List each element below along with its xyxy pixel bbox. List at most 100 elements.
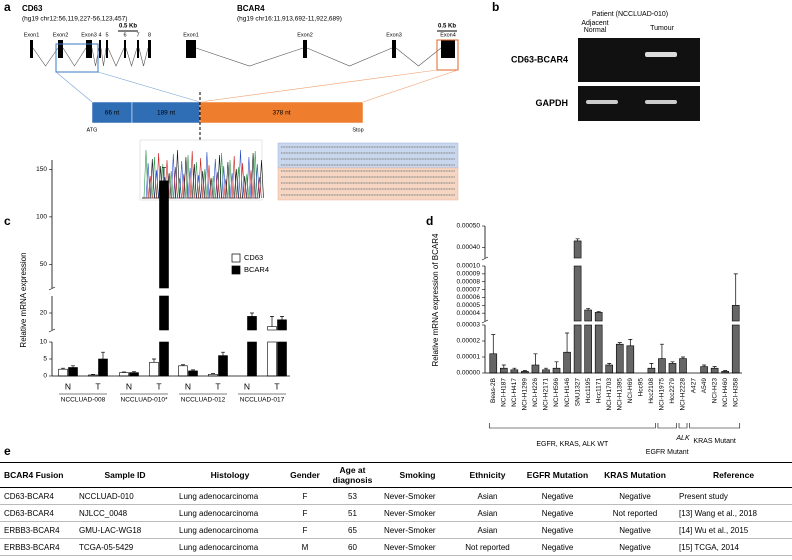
bar [247,316,257,331]
error-bar [554,361,559,369]
error-bar [122,371,126,373]
intron [125,47,138,68]
column-header: BCAR4 Fusion [0,462,75,488]
error-bar [61,367,65,370]
gene-coords: (hg19 chr12:56,119,227-56,123,457) [22,16,127,23]
error-bar [191,369,195,371]
intron [62,47,87,67]
error-bar [152,358,156,363]
header-row: BCAR4 Fusion Sample ID Histology Gender Age … [0,462,792,488]
table-cell: TCGA-05-5429 [75,538,175,556]
bar [267,341,277,377]
panel-letter: e [4,444,11,458]
x-tick-label: NCI-H146 [564,378,571,407]
error-bar [181,364,185,366]
column-header: Histology [175,462,285,488]
error-bar [501,364,506,369]
y-tick-label: 0.00005 [457,302,481,309]
bar [159,295,169,331]
x-tick-label: N [185,381,191,391]
error-bar [723,370,728,372]
error-bar [522,370,527,372]
legend-swatch [231,253,241,263]
y-tick-label: 0.00010 [457,263,481,270]
column-header: KRAS Mutation [595,462,675,488]
error-bar [712,366,717,369]
x-tick-label: NCI-H1975 [659,378,666,411]
error-bar [250,312,254,317]
bar [552,367,561,374]
bar [542,369,550,374]
exon [392,40,396,58]
bar [594,312,603,322]
table-cell: Not reported [455,538,520,556]
bar [615,343,624,374]
y-tick-label: 10 [40,339,48,346]
panel-letter: d [426,214,433,228]
x-tick-label: Hcc95 [638,378,645,397]
exon [58,40,63,58]
bar [188,370,198,377]
column-header: Reference [675,462,792,488]
x-tick-label: NCI-H417 [511,378,518,407]
bar [700,366,708,374]
table-cell: [14] Wu et al., 2015 [675,521,792,539]
exon [186,40,196,58]
exon-label: Exon3 [386,32,402,38]
x-tick-label: A549 [701,378,708,394]
error-bar [162,167,166,181]
table-cell: Negative [595,521,675,539]
legend-label: BCAR4 [244,265,269,274]
group-bracket [488,423,656,429]
y-tick-label: 0.00003 [457,322,481,329]
bar [710,367,719,374]
x-tick-label: T [274,381,279,391]
x-tick-label: Hcc1171 [595,378,602,404]
x-tick-label: T [215,381,220,391]
legend-label: CD63 [244,253,263,262]
panel-letter: a [4,0,11,14]
y-tick-label: 0.00006 [457,294,481,301]
bar [277,319,287,331]
table-cell: 53 [325,487,380,505]
exon-label: 4 [98,32,101,38]
gene-coords: (hg19 chr16:11,913,692-11,922,689) [237,16,342,23]
table-cell: F [285,521,325,539]
column-header: Age at diagnosis [325,462,380,488]
bar [626,345,635,374]
table-cell: Asian [455,487,520,505]
highlight-box [55,43,99,73]
column-header: EGFR Mutation [520,462,595,488]
table-cell: [15] TCGA, 2014 [675,538,792,556]
table-cell: Lung adenocarcinoma [175,521,285,539]
error-bar [101,351,105,359]
x-tick-label: T [95,381,100,391]
x-tick-label: NCI-H1703 [606,378,613,411]
group-label: KRAS Mutant [693,438,735,445]
error-bar [628,339,633,346]
bar [731,304,740,322]
exon [148,40,151,58]
exon [137,40,139,58]
group-bracket [678,423,688,429]
y-tick-label: 0.00001 [457,354,481,361]
x-tick-label: NCI-H23 [711,378,718,404]
table-cell: Negative [520,538,595,556]
table-cell: Lung adenocarcinoma [175,504,285,522]
table-row: CD63-BCAR4 NCCLUAD-010 Lung adenocarcinoma… [0,487,792,505]
table-cell: Negative [520,504,595,522]
table-cell: Not reported [595,504,675,522]
bar [119,372,129,377]
x-tick-label: NCI-H2228 [680,378,687,411]
bar [679,358,687,374]
intron [195,47,304,67]
error-bar [575,238,580,241]
legend-swatch [231,265,241,275]
exon-label: Exon1 [24,32,40,38]
band [645,100,677,104]
y-tick-label: 0.00002 [457,338,481,345]
zoom-line [199,69,438,103]
exon [303,40,307,58]
